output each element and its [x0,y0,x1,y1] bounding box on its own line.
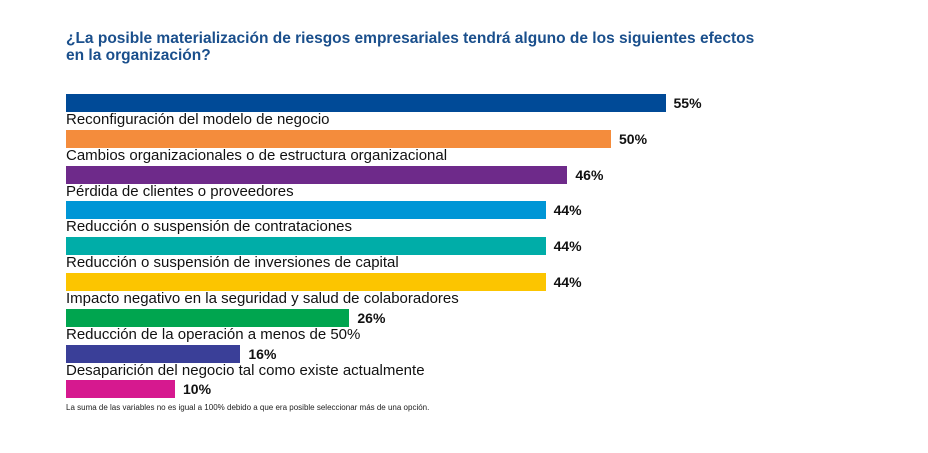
bar-row: 44% [66,201,866,220]
bar-row: 16% [66,344,866,363]
category-label: Reducción de la operación a menos de 50% [66,325,361,343]
category-label: Cambios organizacionales o de estructura… [66,146,448,164]
category-label: Reconfiguración del modelo de negocio [66,111,330,128]
bar-value-label: 16% [248,345,277,362]
bar-value-label: 26% [357,309,386,326]
bar [66,201,546,220]
bar-value-label: 44% [553,238,582,255]
bar-row: 10% [66,380,866,399]
category-label: Reducción o suspensión de contrataciones [66,218,353,236]
chart-title: ¿La posible materialización de riesgos e… [66,30,755,64]
bar [66,237,546,256]
bar-value-label: 50% [619,130,648,147]
bar [66,165,568,184]
bar [66,129,611,148]
bar [66,308,350,327]
bar-row: 55% [66,94,866,112]
bar-row: 44% [66,273,866,291]
bar-value-label: 46% [575,166,604,183]
category-label: Impacto negativo en la seguridad y salud… [66,290,459,307]
bar-value-label: 44% [553,202,582,219]
bar-row: 26% [66,308,866,327]
bar-value-label: 44% [553,274,582,290]
category-label: Reducción o suspensión de inversiones de… [66,254,399,272]
bar-value-label: 55% [673,95,702,111]
bar-row: 44% [66,237,866,256]
bar [66,380,175,399]
bar [66,344,241,363]
category-label: Pérdida de clientes o proveedores [66,182,294,200]
bar-row: 46% [66,165,866,184]
bar-value-label: 10% [183,381,212,398]
bar-row: 50% [66,129,866,148]
chart-footnote: La suma de las variables no es igual a 1… [66,403,430,412]
bar [66,273,546,291]
category-label: Desaparición del negocio tal como existe… [66,361,425,379]
bar [66,94,666,112]
